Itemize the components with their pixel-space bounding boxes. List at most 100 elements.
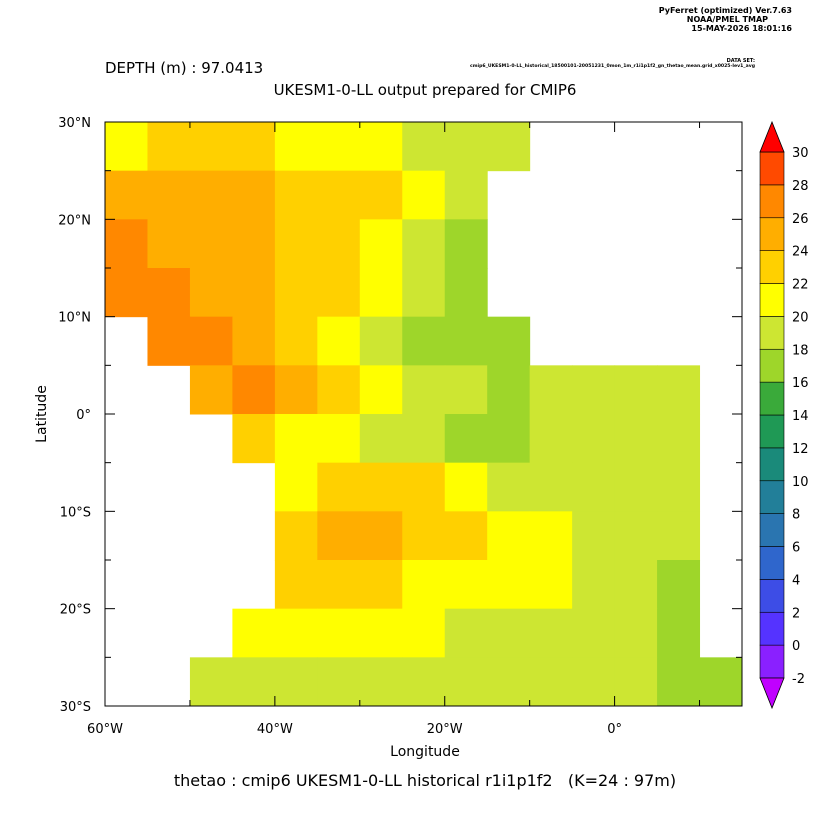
- x-tick-label: 20°W: [427, 722, 463, 737]
- cell: [529, 414, 573, 464]
- cell: [232, 657, 276, 707]
- cell: [657, 608, 701, 658]
- cell: [402, 170, 446, 220]
- cell: [614, 657, 658, 707]
- cell: [232, 365, 276, 415]
- cell: [274, 122, 318, 172]
- cell: [444, 462, 488, 512]
- x-tick-label: 0°: [607, 722, 622, 737]
- cell: [274, 462, 318, 512]
- colorbar-segment: [759, 414, 785, 449]
- cell: [317, 219, 361, 269]
- cell: [444, 170, 488, 220]
- cell: [657, 511, 701, 561]
- cell: [529, 511, 573, 561]
- cell: [274, 268, 318, 318]
- colorbar-segment: [759, 184, 785, 219]
- cell: [189, 122, 233, 172]
- cell: [274, 608, 318, 658]
- colorbar-label: 22: [792, 278, 809, 293]
- cell: [657, 365, 701, 415]
- colorbar-label: 2: [792, 606, 800, 621]
- colorbar-label: 8: [792, 508, 800, 523]
- colorbar-label: 18: [792, 343, 809, 358]
- colorbar-label: 0: [792, 639, 800, 654]
- cell: [317, 122, 361, 172]
- dataset-label: DATA SET:: [727, 58, 755, 64]
- cell: [487, 608, 531, 658]
- colorbar-segment: [759, 250, 785, 284]
- cell: [572, 608, 616, 658]
- cell: [274, 219, 318, 269]
- cell: [317, 560, 361, 610]
- cell: [189, 170, 233, 220]
- cell: [359, 365, 403, 415]
- cell: [147, 268, 191, 318]
- y-tick-label: 20°S: [60, 603, 91, 618]
- cell: [105, 268, 148, 318]
- cell: [147, 219, 191, 269]
- colorbar-label: 30: [792, 146, 809, 161]
- colorbar-label: 20: [792, 310, 809, 325]
- cell: [572, 462, 616, 512]
- cell: [274, 560, 318, 610]
- chart-title: UKESM1-0-LL output prepared for CMIP6: [274, 81, 577, 99]
- cell: [402, 414, 446, 464]
- colorbar-segment: [759, 579, 785, 613]
- colorbar-segment: [759, 381, 785, 416]
- cell: [189, 316, 233, 366]
- y-tick-label: 30°N: [58, 116, 91, 131]
- cell: [317, 268, 361, 318]
- y-tick-label: 10°N: [58, 311, 91, 326]
- y-tick-label: 10°S: [60, 505, 91, 520]
- cell: [529, 560, 573, 610]
- cell: [487, 657, 531, 707]
- cell: [699, 657, 743, 707]
- colorbar-segment: [759, 151, 785, 186]
- dataset: cmip6_UKESM1-0-LL_historical_18500101-20…: [470, 63, 755, 68]
- cell: [614, 560, 658, 610]
- cell: [147, 316, 191, 366]
- cell: [572, 657, 616, 707]
- y-tick-label: 30°S: [60, 700, 91, 715]
- cell: [359, 414, 403, 464]
- cell: [614, 511, 658, 561]
- cell: [487, 414, 531, 464]
- cell: [317, 511, 361, 561]
- cell: [487, 560, 531, 610]
- cell: [487, 511, 531, 561]
- cell: [444, 657, 488, 707]
- cell: [657, 657, 701, 707]
- cell: [402, 365, 446, 415]
- colorbar-segment: [759, 480, 785, 514]
- cell: [572, 511, 616, 561]
- cell: [232, 316, 276, 366]
- colorbar-segment: [759, 513, 785, 547]
- cell: [147, 122, 191, 172]
- cell: [402, 316, 446, 366]
- cell: [402, 219, 446, 269]
- cell: [232, 608, 276, 658]
- cell: [232, 219, 276, 269]
- cell: [359, 268, 403, 318]
- x-tick-label: 40°W: [257, 722, 293, 737]
- colorbar-extend-high: [759, 120, 785, 153]
- cell: [402, 608, 446, 658]
- cell: [359, 316, 403, 366]
- cell: [444, 560, 488, 610]
- cell: [614, 365, 658, 415]
- cell: [317, 657, 361, 707]
- map: [105, 122, 743, 707]
- cell: [444, 608, 488, 658]
- cell: [487, 365, 531, 415]
- y-tick-label: 0°: [76, 408, 91, 423]
- cell: [359, 657, 403, 707]
- cell: [402, 511, 446, 561]
- cell: [529, 657, 573, 707]
- cell: [232, 170, 276, 220]
- cell: [147, 170, 191, 220]
- cell: [444, 268, 488, 318]
- cell: [232, 122, 276, 172]
- cell: [402, 122, 446, 172]
- colorbar-segment: [759, 316, 785, 350]
